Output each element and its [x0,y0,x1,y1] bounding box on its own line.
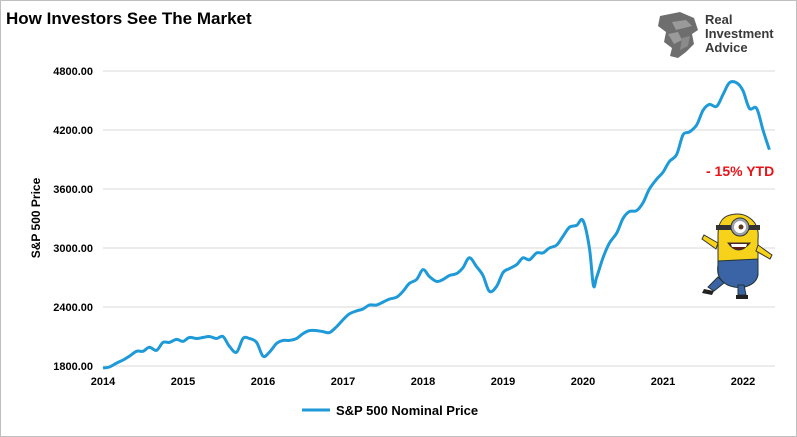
gridlines [103,70,775,308]
x-tick-label: 2021 [651,376,675,388]
x-tick-label: 2022 [731,376,755,388]
y-axis-ticks: 1800.00 2400.00 3000.00 3600.00 4200.00 4800.… [53,66,93,373]
series-line-0 [102,80,771,370]
ytd-annotation: - 15% YTD [706,163,774,179]
minion-cartoon-icon [701,213,773,299]
y-tick-label: 1800.00 [53,361,93,373]
brand-line-1: Real [705,12,732,27]
lion-head-icon [658,12,698,58]
x-axis-ticks: 2014 2015 2016 2017 2018 2019 2020 2021 2022 [91,376,755,388]
x-tick-label: 2018 [411,376,435,388]
y-tick-label: 4200.00 [53,125,93,137]
brand-logo: Real Investment Advice [658,12,774,58]
y-tick-label: 3600.00 [53,184,93,196]
chart-title: How Investors See The Market [6,9,252,28]
y-tick-label: 2400.00 [53,302,93,314]
legend: S&P 500 Nominal Price [302,403,478,418]
x-tick-label: 2017 [331,376,355,388]
x-tick-label: 2020 [571,376,595,388]
y-axis-label: S&P 500 Price [29,177,43,258]
x-tick-label: 2014 [91,376,116,388]
y-tick-label: 3000.00 [53,243,93,255]
brand-line-2: Investment [705,26,774,41]
series-layer [102,80,771,370]
x-tick-label: 2016 [251,376,275,388]
x-tick-label: 2019 [491,376,515,388]
x-tick-label: 2015 [171,376,195,388]
brand-line-3: Advice [705,40,748,55]
legend-label: S&P 500 Nominal Price [336,403,478,418]
y-tick-label: 4800.00 [53,66,93,78]
